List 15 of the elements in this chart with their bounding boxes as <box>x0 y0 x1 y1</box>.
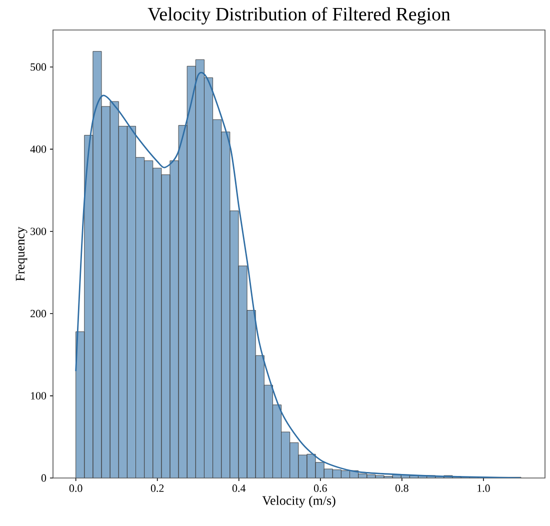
y-axis-title: Frequency <box>16 226 28 281</box>
x-tick-label: 1.0 <box>478 484 490 492</box>
chart-title: Velocity Distribution of Filtered Region <box>148 7 450 24</box>
y-tick-label: 0 <box>41 474 46 482</box>
x-axis-title: Velocity (m/s) <box>262 496 336 508</box>
x-tick-label: 0.6 <box>314 484 327 492</box>
y-tick-label: 200 <box>30 310 46 318</box>
x-tick-label: 0.2 <box>150 484 164 492</box>
y-tick-label: 300 <box>30 228 46 236</box>
y-tick-label: 100 <box>31 392 46 400</box>
x-tick-label: 0.4 <box>232 484 246 492</box>
x-tick-label: 0.0 <box>69 484 82 492</box>
x-tick-label: 0.8 <box>396 484 408 492</box>
y-tick-label: 400 <box>30 145 46 153</box>
y-tick-label: 500 <box>30 63 46 71</box>
